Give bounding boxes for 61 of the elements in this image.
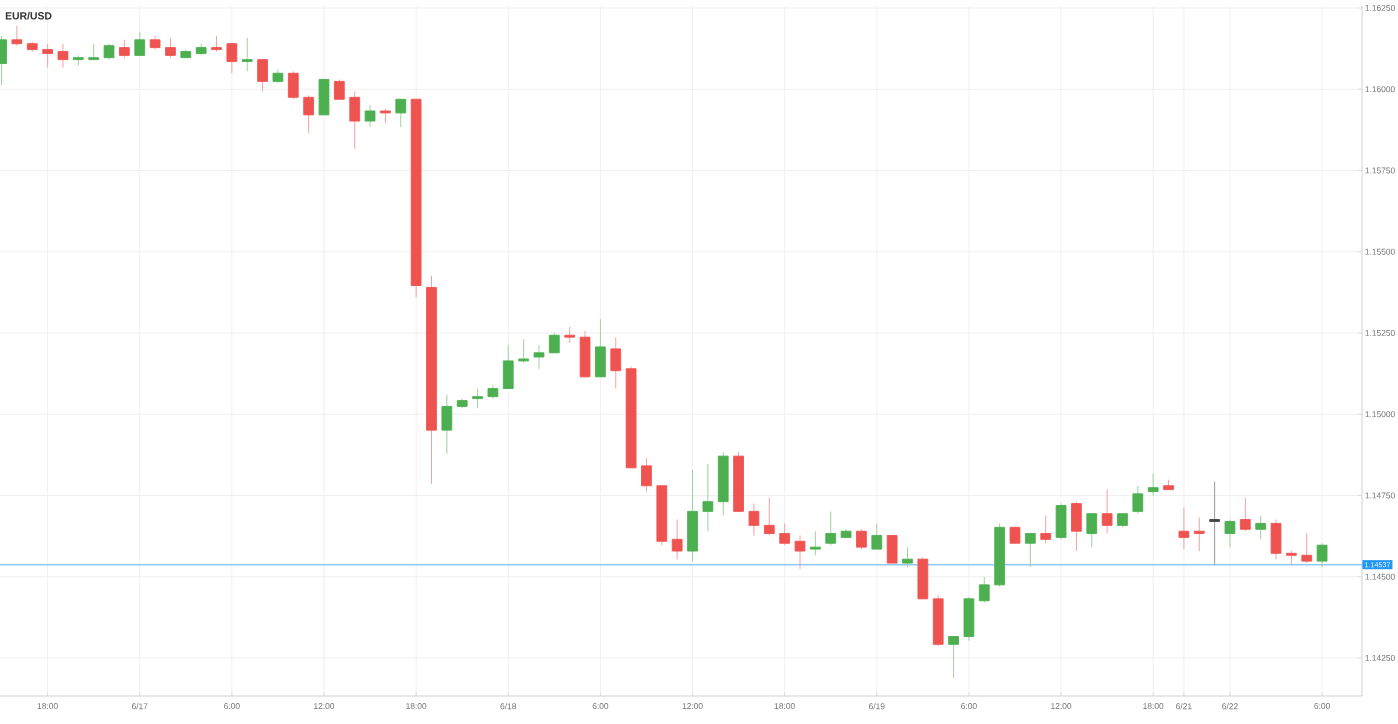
candlestick bbox=[978, 576, 990, 604]
candlestick bbox=[794, 534, 806, 570]
candlestick bbox=[871, 522, 883, 550]
candlestick bbox=[1101, 489, 1113, 534]
candlestick bbox=[1316, 542, 1328, 568]
candlestick bbox=[165, 37, 176, 59]
candlestick bbox=[748, 503, 760, 536]
candlestick bbox=[948, 636, 959, 679]
candlestick bbox=[1147, 473, 1159, 497]
candlestick bbox=[303, 94, 315, 134]
candlestick bbox=[579, 330, 591, 378]
candlestick bbox=[641, 457, 652, 493]
candlestick bbox=[1193, 517, 1205, 552]
candlestick bbox=[902, 546, 913, 568]
candlestick bbox=[687, 469, 698, 562]
candlestick bbox=[441, 394, 453, 455]
candlestick bbox=[1178, 506, 1190, 550]
candlestick bbox=[57, 43, 69, 68]
candlestick bbox=[548, 332, 560, 354]
candlestick bbox=[963, 596, 975, 641]
candlestick bbox=[533, 344, 545, 370]
candlestick bbox=[226, 43, 238, 74]
candlestick bbox=[502, 344, 514, 390]
candlestick bbox=[1224, 519, 1236, 548]
candlestick bbox=[1024, 532, 1036, 568]
candlestick bbox=[349, 90, 361, 150]
candlestick bbox=[825, 510, 837, 546]
candlestick bbox=[241, 37, 253, 72]
candlestick bbox=[257, 59, 268, 92]
candlestick bbox=[810, 530, 821, 556]
candlestick bbox=[134, 31, 146, 56]
candlestick bbox=[364, 104, 376, 128]
candlestick bbox=[42, 43, 53, 68]
candlestick bbox=[1209, 481, 1220, 566]
candlestick bbox=[779, 522, 791, 546]
candlestick bbox=[1255, 515, 1267, 540]
candlestick bbox=[1071, 501, 1082, 552]
candlestick bbox=[1055, 503, 1067, 540]
candlestick bbox=[1239, 497, 1251, 532]
candlestick bbox=[1040, 515, 1052, 544]
candlestick bbox=[333, 78, 345, 100]
candlestick bbox=[763, 497, 775, 536]
candlestick bbox=[1301, 532, 1313, 564]
candlestick bbox=[518, 338, 529, 364]
candlestick bbox=[1086, 513, 1098, 548]
candlestick bbox=[671, 519, 683, 560]
candlestick bbox=[610, 336, 622, 390]
candlestick bbox=[856, 528, 867, 550]
candlestick bbox=[917, 556, 929, 600]
candlestick bbox=[932, 594, 944, 647]
candlestick bbox=[472, 388, 483, 409]
candlestick bbox=[287, 70, 299, 100]
candlestick bbox=[395, 98, 407, 128]
candlestick bbox=[1132, 485, 1144, 515]
candlestick bbox=[702, 463, 714, 532]
candlestick bbox=[318, 78, 330, 116]
candlestick bbox=[11, 25, 23, 47]
candlestick bbox=[595, 318, 606, 378]
candlestick bbox=[717, 451, 729, 517]
candlestick bbox=[1270, 519, 1282, 560]
candlestick bbox=[886, 534, 898, 564]
